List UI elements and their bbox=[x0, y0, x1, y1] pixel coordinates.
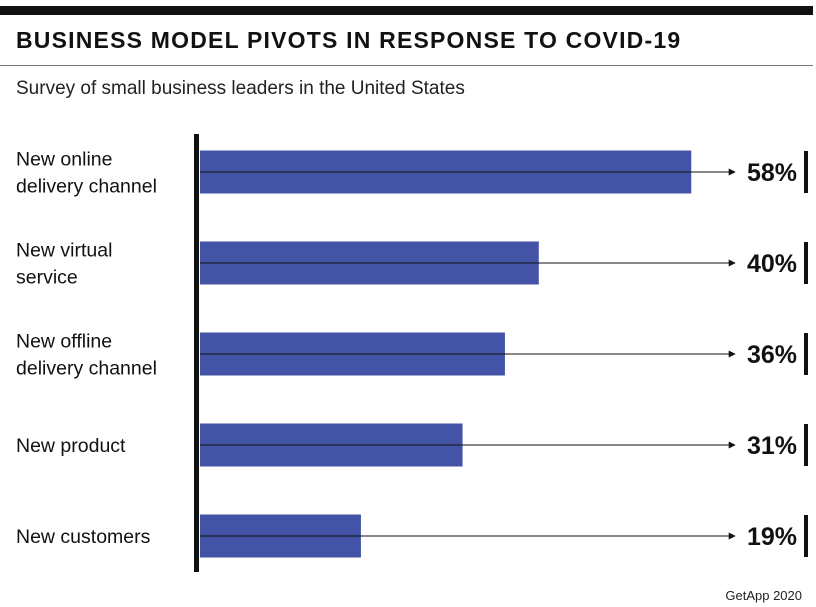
data-label: 58% bbox=[747, 159, 797, 187]
value-tick bbox=[804, 242, 808, 284]
category-label: New offline bbox=[16, 331, 112, 353]
value-tick bbox=[804, 515, 808, 557]
y-axis-line bbox=[194, 134, 199, 572]
data-label: 31% bbox=[747, 432, 797, 460]
value-tick bbox=[804, 151, 808, 193]
top-rule bbox=[0, 6, 813, 15]
chart-subtitle: Survey of small business leaders in the … bbox=[16, 78, 465, 99]
data-label: 19% bbox=[747, 523, 797, 551]
category-label: New virtual bbox=[16, 240, 112, 262]
data-label: 40% bbox=[747, 250, 797, 278]
category-label: delivery channel bbox=[16, 358, 157, 380]
data-label: 36% bbox=[747, 341, 797, 369]
category-label: delivery channel bbox=[16, 176, 157, 198]
source-credit: GetApp 2020 bbox=[725, 588, 802, 603]
category-label: service bbox=[16, 267, 78, 289]
category-label: New customers bbox=[16, 526, 151, 548]
category-label: New product bbox=[16, 435, 126, 457]
value-tick bbox=[804, 333, 808, 375]
chart-title: BUSINESS MODEL PIVOTS IN RESPONSE TO COV… bbox=[16, 27, 682, 53]
title-divider bbox=[0, 65, 813, 66]
category-label: New online bbox=[16, 149, 112, 171]
value-tick bbox=[804, 424, 808, 466]
